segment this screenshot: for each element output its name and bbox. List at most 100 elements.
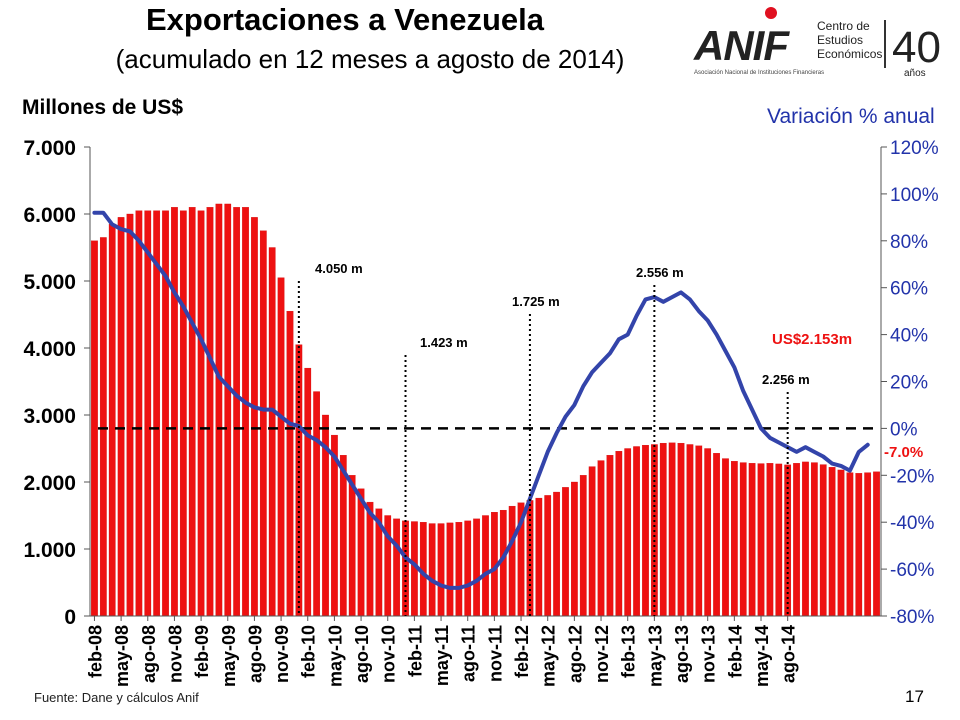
bar [153, 210, 161, 617]
bar [810, 462, 818, 617]
x-tick-label: feb-14 [725, 625, 745, 678]
bar [473, 518, 480, 617]
bar [126, 213, 134, 617]
bar [659, 442, 667, 617]
annotation-label: 1.423 m [420, 335, 468, 350]
bar [419, 522, 427, 617]
bar [828, 467, 836, 617]
right-tick-label: 40% [890, 326, 928, 347]
right-tick-label: 100% [890, 185, 939, 206]
chart-title: Exportaciones a Venezuela [145, 2, 544, 37]
bar [242, 207, 249, 617]
bar [197, 210, 205, 617]
plot-area: 7.000 6.000 5.000 4.000 3.000 2.000 1.000 0 120%… [23, 137, 938, 687]
bar [99, 237, 107, 617]
anif-logo: ANIF Asociación Nacional de Institucione… [693, 7, 941, 79]
x-tick-label: ago-13 [672, 625, 692, 683]
x-tick-label: may-10 [325, 625, 345, 687]
bar [731, 461, 738, 617]
bar [117, 217, 125, 617]
left-tick-label: 1.000 [23, 539, 76, 562]
bar [624, 448, 632, 617]
bar [668, 442, 676, 617]
bar [597, 460, 605, 617]
bar [357, 488, 365, 617]
bar [411, 521, 418, 617]
bar [846, 472, 854, 617]
annotation-label: 2.556 m [636, 265, 684, 280]
bar [464, 520, 472, 617]
bar [135, 210, 143, 617]
bar [642, 444, 649, 617]
x-tick-label: ago-10 [352, 625, 372, 683]
x-tick-label: ago-11 [459, 625, 479, 682]
bar [722, 458, 729, 617]
left-axis-title: Millones de US$ [22, 96, 183, 119]
x-tick-label: may-08 [112, 625, 132, 687]
logo-anniversary-word: años [904, 68, 926, 79]
bar [171, 207, 178, 617]
bar [571, 481, 578, 617]
bar [837, 469, 845, 617]
bar [606, 455, 614, 617]
bar [286, 310, 294, 617]
logo-tagline: Asociación Nacional de Instituciones Fin… [694, 70, 824, 76]
bar [553, 491, 560, 617]
bar [633, 446, 640, 617]
x-tick-label: may-11 [432, 625, 452, 686]
bar [713, 453, 720, 617]
bar [446, 522, 454, 617]
right-tick-label: 120% [890, 138, 939, 159]
bar [206, 207, 214, 617]
bar [704, 448, 712, 617]
bar [322, 414, 329, 617]
bar [793, 463, 800, 617]
left-tick-label: 2.000 [23, 472, 76, 495]
logo-brand: ANIF [693, 22, 790, 69]
bar [864, 472, 872, 617]
bar [304, 367, 312, 617]
bar [233, 207, 240, 617]
bar [179, 210, 187, 617]
x-tick-label: may-14 [752, 625, 772, 687]
bar [775, 463, 783, 617]
bar [579, 475, 587, 617]
x-tick-label: nov-12 [592, 625, 612, 683]
bar [215, 203, 223, 617]
bar [108, 223, 116, 617]
bar [855, 473, 863, 617]
bar [295, 344, 303, 617]
bar [873, 471, 880, 617]
x-tick-label: nov-11 [485, 625, 505, 682]
right-tick-label: 20% [890, 373, 928, 394]
x-tick-label: feb-13 [619, 625, 639, 678]
bar [402, 520, 409, 617]
left-tick-label: 0 [64, 606, 76, 629]
bar [482, 515, 489, 617]
x-tick-label: feb-12 [512, 625, 532, 678]
bar [588, 466, 596, 617]
bar [455, 522, 463, 617]
bar [739, 462, 747, 617]
right-tick-label: 60% [890, 279, 928, 300]
variation-line [92, 210, 870, 590]
x-tick-label: may-09 [219, 625, 239, 687]
bar [162, 210, 169, 617]
bar [339, 455, 347, 617]
bar [331, 434, 338, 617]
bar [508, 505, 516, 617]
x-tick-label: ago-09 [245, 625, 265, 683]
left-tick-label: 5.000 [23, 271, 76, 294]
bar [277, 277, 285, 617]
logo-center-line-1: Centro de [817, 19, 870, 33]
bar [615, 451, 623, 617]
right-tick-label: 80% [890, 232, 928, 253]
bar [428, 523, 436, 617]
bar [224, 203, 232, 617]
annotation-label: 2.256 m [762, 372, 810, 387]
right-tick-label: -40% [890, 513, 934, 534]
bar [757, 463, 765, 617]
bar [91, 240, 98, 617]
bar [375, 508, 383, 617]
bar [526, 500, 534, 617]
